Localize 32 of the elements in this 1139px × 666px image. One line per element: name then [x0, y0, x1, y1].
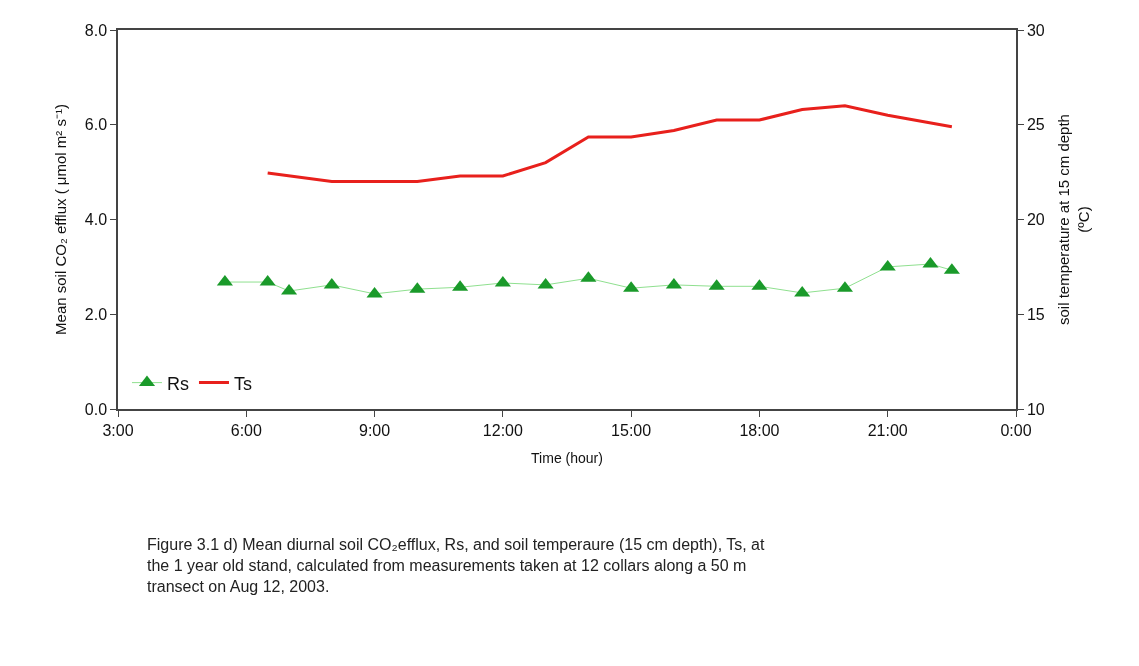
x-axis-title: Time (hour)	[531, 449, 603, 466]
y-axis-title: Mean soil CO₂ efflux ( μmol m² s⁻¹)	[51, 104, 69, 335]
y2-axis-title: soil temperature at 15 cm depth (ºC)	[1055, 114, 1092, 325]
point	[323, 277, 340, 289]
caption: Figure 3.1 d) Mean diurnal soil CO₂efflux, Rs, and soil temperaure (15 cm depth), Ts, at the 1 year old stand, calculated from measurements taken at 12 collars along a 50 m transect on Aug 12, 2003.	[147, 536, 766, 595]
x-tick-label: 6:00	[230, 421, 262, 439]
y-tick-label: 4.0	[84, 211, 108, 229]
y2-tick-label: 25	[1026, 116, 1045, 134]
legend-label: Ts	[233, 373, 252, 394]
x-tick-label: 15:00	[611, 421, 652, 439]
x-tick-label: 9:00	[359, 421, 391, 439]
point	[366, 286, 383, 298]
point	[665, 277, 682, 289]
point	[794, 285, 811, 297]
point	[537, 277, 554, 289]
y-tick-label: 2.0	[84, 305, 108, 323]
legend-label: Rs	[166, 373, 189, 394]
x-tick-label: 18:00	[739, 421, 780, 439]
y2-tick-label: 10	[1026, 400, 1045, 418]
y2-tick-label: 15	[1026, 305, 1045, 323]
y2-tick-label: 20	[1026, 211, 1045, 229]
y-tick-label: 8.0	[84, 21, 108, 39]
y-tick-label: 0.0	[84, 400, 108, 418]
y-tick-label: 6.0	[84, 116, 108, 134]
y2-tick-label: 30	[1026, 21, 1045, 39]
point	[879, 259, 896, 271]
x-tick-label: 21:00	[867, 421, 908, 439]
x-tick-label: 3:00	[102, 421, 134, 439]
point	[494, 275, 511, 287]
x-tick-label: 0:00	[1000, 421, 1032, 439]
line-series	[266, 104, 954, 184]
x-tick-label: 12:00	[482, 421, 523, 439]
